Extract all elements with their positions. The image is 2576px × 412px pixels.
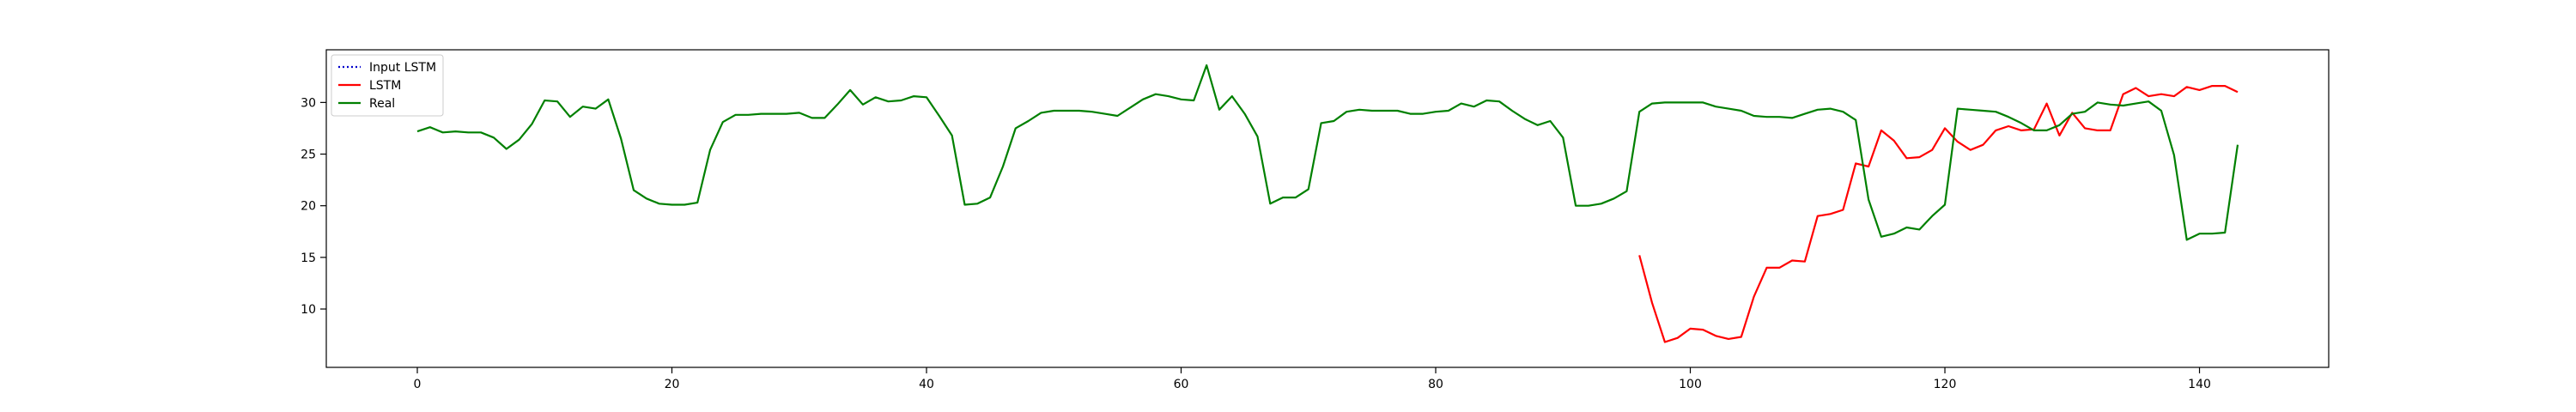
y-tick-label: 10 (301, 303, 316, 317)
x-tick-label: 120 (1934, 378, 1957, 391)
x-tick-label: 80 (1428, 378, 1443, 391)
x-tick-label: 60 (1174, 378, 1189, 391)
x-tick-label: 140 (2188, 378, 2211, 391)
x-tick-label: 100 (1679, 378, 1702, 391)
legend-label: LSTM (369, 79, 401, 93)
y-tick-label: 15 (301, 251, 316, 265)
x-axis: 0 20 40 60 80 100 120 140 (414, 367, 2211, 391)
series-line-real (416, 64, 2239, 241)
series-line-lstm (1638, 84, 2239, 343)
plot-frame (325, 49, 2330, 368)
plot-content (416, 64, 2239, 343)
legend-box (331, 54, 444, 117)
y-axis: 10 15 20 25 30 (301, 96, 326, 317)
legend-label: Input LSTM (369, 61, 436, 75)
x-tick-label: 0 (414, 378, 422, 391)
x-tick-label: 40 (919, 378, 934, 391)
y-tick-label: 20 (301, 200, 316, 214)
legend-label: Real (369, 97, 395, 111)
legend: Input LSTM LSTM Real (331, 54, 444, 117)
x-tick-label: 20 (665, 378, 680, 391)
y-tick-label: 25 (301, 148, 316, 162)
y-tick-label: 30 (301, 96, 316, 110)
